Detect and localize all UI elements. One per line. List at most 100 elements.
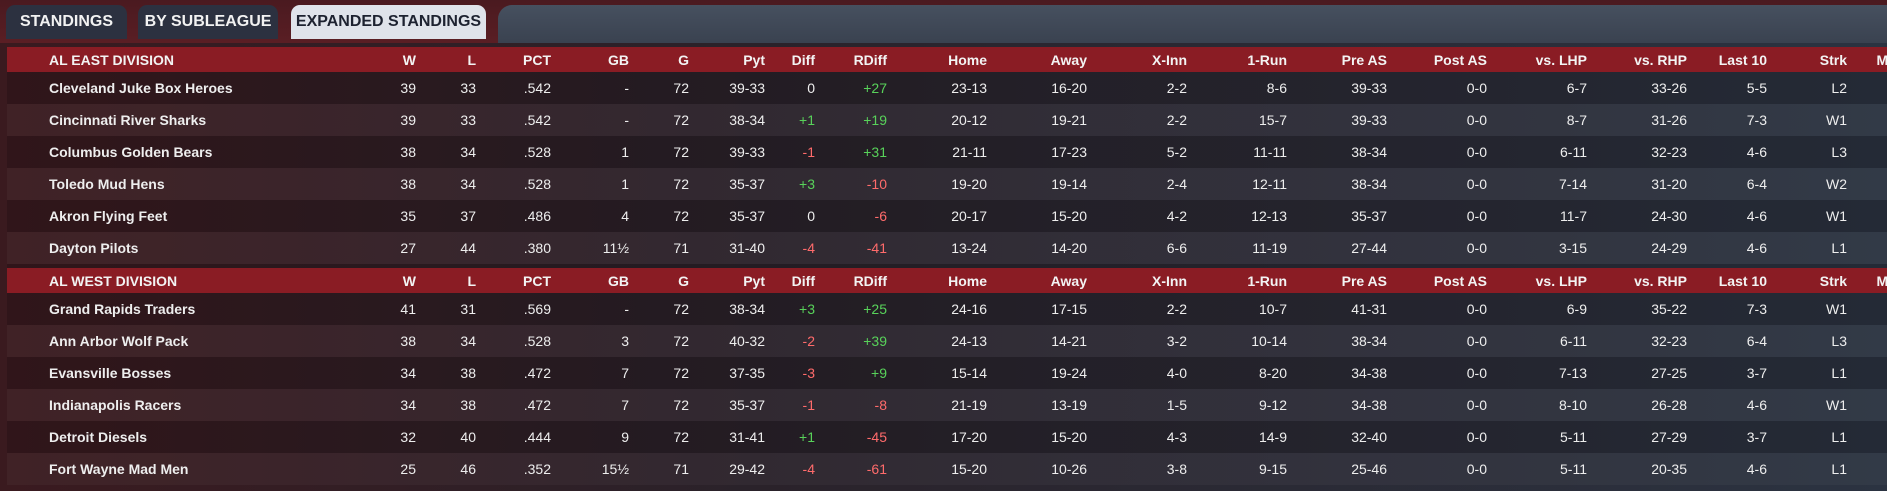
team-name-link[interactable]: Evansville Bosses	[49, 365, 172, 381]
column-header-vs-rhp[interactable]: vs. RHP	[1634, 51, 1687, 68]
column-header-last-10[interactable]: Last 10	[1718, 272, 1767, 289]
column-header-w[interactable]: W	[402, 51, 416, 68]
cell-magic	[1853, 232, 1887, 264]
cell-g: 72	[673, 429, 689, 445]
team-name-link[interactable]: Akron Flying Feet	[49, 208, 168, 224]
column-header-away[interactable]: Away	[1050, 272, 1087, 289]
table-row[interactable]: Cincinnati River Sharks 39 33 .542 - 72 38-34 +…	[7, 104, 1887, 136]
team-name-link[interactable]: Indianapolis Racers	[49, 397, 182, 413]
column-header-diff[interactable]: Diff	[791, 51, 815, 68]
cell-pct: .569	[523, 301, 551, 317]
cell-vs-rhp: 31-20	[1651, 176, 1687, 192]
table-row[interactable]: Columbus Golden Bears 38 34 .528 1 72 39-33 -1 +…	[7, 136, 1887, 168]
cell-away: 17-15	[1051, 301, 1087, 317]
cell-last-10: 4-6	[1746, 144, 1767, 160]
column-header-one-run[interactable]: 1-Run	[1247, 51, 1287, 68]
cell-last-10: 4-6	[1746, 240, 1767, 256]
column-header-w[interactable]: W	[402, 272, 416, 289]
table-row[interactable]: Grand Rapids Traders 41 31 .569 - 72 38-34 +3 +2…	[7, 293, 1887, 325]
column-header-last-10[interactable]: Last 10	[1718, 51, 1767, 68]
cell-gb: 7	[621, 365, 629, 381]
column-header-vs-lhp[interactable]: vs. LHP	[1535, 51, 1587, 68]
cell-post-as: 0-0	[1466, 208, 1487, 224]
column-header-rdiff[interactable]: RDiff	[853, 272, 887, 289]
column-header-home[interactable]: Home	[948, 51, 987, 68]
table-row[interactable]: Dayton Pilots 27 44 .380 11½ 71 31-40 -4 -41 13-2…	[7, 232, 1887, 264]
team-name-link[interactable]: Columbus Golden Bears	[49, 144, 213, 160]
cell-vs-rhp: 27-29	[1651, 429, 1687, 445]
team-name-link[interactable]: Dayton Pilots	[49, 240, 139, 256]
table-row[interactable]: Toledo Mud Hens 38 34 .528 1 72 35-37 +3 -10 19-2…	[7, 168, 1887, 200]
division-name[interactable]: AL WEST DIVISION	[49, 272, 178, 289]
cell-vs-lhp: 7-13	[1558, 365, 1587, 381]
cell-pyt: 39-33	[729, 80, 765, 96]
tab-standings[interactable]: STANDINGS	[6, 5, 127, 39]
cell-vs-rhp: 20-35	[1651, 461, 1687, 477]
column-header-x-inn[interactable]: X-Inn	[1152, 272, 1187, 289]
column-header-vs-rhp[interactable]: vs. RHP	[1634, 272, 1687, 289]
cell-last-10: 4-6	[1746, 208, 1767, 224]
table-row[interactable]: Ann Arbor Wolf Pack 38 34 .528 3 72 40-32 -2 +39…	[7, 325, 1887, 357]
column-header-gb[interactable]: GB	[608, 272, 629, 289]
column-header-away[interactable]: Away	[1050, 51, 1087, 68]
team-name-link[interactable]: Cleveland Juke Box Heroes	[49, 80, 233, 96]
column-header-l[interactable]: L	[467, 272, 476, 289]
table-row[interactable]: Fort Wayne Mad Men 25 46 .352 15½ 71 29-42 -4 -6…	[7, 453, 1887, 485]
cell-vs-lhp: 6-11	[1560, 333, 1587, 349]
cell-diff: +3	[799, 301, 815, 317]
cell-gb: -	[624, 301, 629, 317]
table-row[interactable]: Akron Flying Feet 35 37 .486 4 72 35-37 0 -6 20-1…	[7, 200, 1887, 232]
column-header-g[interactable]: G	[678, 272, 689, 289]
cell-pyt: 38-34	[729, 112, 765, 128]
cell-vs-lhp: 5-11	[1560, 461, 1587, 477]
team-name-link[interactable]: Cincinnati River Sharks	[49, 112, 207, 128]
table-row[interactable]: Indianapolis Racers 34 38 .472 7 72 35-37 -1 -8 2…	[7, 389, 1887, 421]
column-header-pre-as[interactable]: Pre AS	[1341, 51, 1387, 68]
cell-away: 15-20	[1051, 208, 1087, 224]
cell-pre-as: 38-34	[1351, 333, 1387, 349]
team-name-link[interactable]: Grand Rapids Traders	[49, 301, 196, 317]
column-header-magic[interactable]: Magic#	[1876, 51, 1887, 68]
column-header-x-inn[interactable]: X-Inn	[1152, 51, 1187, 68]
table-row[interactable]: Evansville Bosses 34 38 .472 7 72 37-35 -3 +9 15-…	[7, 357, 1887, 389]
column-header-strk[interactable]: Strk	[1819, 272, 1847, 289]
cell-x-inn: 3-8	[1166, 461, 1187, 477]
cell-diff: -4	[802, 461, 815, 477]
division-name[interactable]: AL EAST DIVISION	[49, 51, 174, 68]
column-header-gb[interactable]: GB	[608, 51, 629, 68]
column-header-pyt[interactable]: Pyt	[743, 272, 765, 289]
column-header-pct[interactable]: PCT	[523, 272, 551, 289]
table-row[interactable]: Cleveland Juke Box Heroes 39 33 .542 - 72 39-3…	[7, 72, 1887, 104]
team-name-link[interactable]: Toledo Mud Hens	[49, 176, 165, 192]
cell-pre-as: 35-37	[1351, 208, 1387, 224]
tab-expanded-standings[interactable]: EXPANDED STANDINGS	[291, 5, 486, 39]
column-header-vs-lhp[interactable]: vs. LHP	[1535, 272, 1587, 289]
column-header-post-as[interactable]: Post AS	[1433, 272, 1487, 289]
column-header-diff[interactable]: Diff	[791, 272, 815, 289]
team-name-link[interactable]: Detroit Diesels	[49, 429, 148, 445]
column-header-pct[interactable]: PCT	[523, 51, 551, 68]
team-name-link[interactable]: Ann Arbor Wolf Pack	[49, 333, 189, 349]
tab-by-subleague[interactable]: BY SUBLEAGUE	[138, 5, 278, 39]
column-header-magic[interactable]: Magic#	[1876, 272, 1887, 289]
cell-g: 72	[673, 365, 689, 381]
column-header-strk[interactable]: Strk	[1819, 51, 1847, 68]
cell-g: 72	[673, 301, 689, 317]
cell-gb: 11½	[602, 240, 629, 256]
column-header-post-as[interactable]: Post AS	[1433, 51, 1487, 68]
column-header-home[interactable]: Home	[948, 272, 987, 289]
cell-rdiff: -45	[866, 429, 887, 445]
column-header-pyt[interactable]: Pyt	[743, 51, 765, 68]
table-row[interactable]: Detroit Diesels 32 40 .444 9 72 31-41 +1 -45 17-2…	[7, 421, 1887, 453]
cell-one-run: 9-15	[1258, 461, 1287, 477]
cell-w: 34	[400, 365, 416, 381]
cell-rdiff: +25	[863, 301, 887, 317]
cell-diff: +1	[799, 429, 815, 445]
column-header-rdiff[interactable]: RDiff	[853, 51, 887, 68]
tab-bar-filler	[498, 5, 1887, 43]
team-name-link[interactable]: Fort Wayne Mad Men	[49, 461, 189, 477]
column-header-l[interactable]: L	[467, 51, 476, 68]
column-header-g[interactable]: G	[678, 51, 689, 68]
column-header-one-run[interactable]: 1-Run	[1247, 272, 1287, 289]
column-header-pre-as[interactable]: Pre AS	[1341, 272, 1387, 289]
